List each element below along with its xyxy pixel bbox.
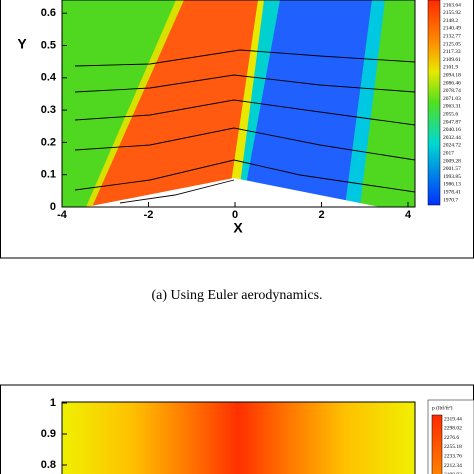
colorbar-label: 2163.64 — [443, 2, 461, 8]
colorbar-label: 2319.44 — [444, 416, 462, 422]
colorbar-label: 1978.41 — [443, 189, 461, 195]
x-tick-label: -2 — [144, 209, 154, 221]
surface-region — [86, 178, 380, 207]
colorbar-label: 2055.6 — [443, 111, 458, 117]
colorbar — [431, 414, 443, 474]
colorbar — [427, 0, 441, 206]
y-tick-label: 0.8 — [41, 459, 56, 471]
contour-band — [345, 0, 385, 207]
colorbar-label: 2017 — [443, 150, 454, 156]
colorbar-label: 1993.85 — [443, 174, 461, 180]
colorbar-label: 2190.92 — [444, 472, 462, 474]
y-tick-label: 0 — [50, 201, 56, 213]
plot-frame — [61, 401, 416, 474]
y-tick-label: 0.4 — [41, 72, 57, 84]
y-axis-label: Y — [17, 36, 27, 52]
y-tick-label: 0.1 — [41, 169, 56, 181]
colorbar-label: 2212.34 — [444, 463, 462, 469]
colorbar-label: 2132.77 — [443, 33, 461, 39]
colorbar-label: 2032.44 — [443, 135, 461, 141]
colorbar-label: 2255.18 — [444, 444, 462, 450]
y-tick-label: 0.3 — [41, 104, 56, 116]
x-axis-label: X — [233, 220, 243, 236]
colorbar-label: 2298.02 — [444, 426, 462, 432]
colorbar-label: 2117.33 — [443, 49, 461, 55]
contour-field — [62, 402, 415, 474]
colorbar-label: 2071.03 — [443, 96, 461, 102]
y-tick-label: 0.9 — [41, 428, 56, 440]
colorbar-label: 2140.49 — [443, 26, 461, 32]
colorbar-label: 2101.9 — [443, 65, 458, 71]
colorbar-label: 2109.61 — [443, 57, 461, 63]
colorbar-label: 1986.13 — [443, 182, 461, 188]
y-tick-label: 0.6 — [41, 7, 56, 19]
contour-band — [92, 0, 258, 207]
y-tick-label: 1 — [50, 397, 56, 409]
y-tick-label: 0.2 — [41, 136, 56, 148]
colorbar-label: 2125.05 — [443, 41, 461, 47]
x-tick-label: 4 — [405, 209, 412, 221]
contour-band — [246, 0, 372, 207]
colorbar-label: 2063.31 — [443, 104, 461, 110]
colorbar-title: p (lbf/ft²) — [432, 404, 453, 411]
colorbar-label: 2233.76 — [444, 453, 462, 459]
colorbar-label: 2047.87 — [443, 119, 461, 125]
colorbar-label: 2024.72 — [443, 143, 461, 149]
colorbar-label: 2001.57 — [443, 166, 461, 172]
y-tick-label: 0.5 — [41, 39, 56, 51]
colorbar-label: 2276.6 — [444, 435, 459, 441]
colorbar-label: 2155.92 — [443, 10, 461, 16]
caption: (a) Using Euler aerodynamics. — [151, 288, 322, 303]
colorbar-label: 2078.74 — [443, 88, 461, 94]
colorbar-label: 1970.7 — [443, 197, 458, 203]
x-tick-label: 2 — [318, 209, 324, 221]
colorbar-label: 2148.2 — [443, 18, 458, 24]
colorbar-label: 2086.46 — [443, 80, 461, 86]
colorbar-label: 2009.28 — [443, 158, 461, 164]
x-tick-label: -4 — [57, 209, 68, 221]
streamlines — [74, 49, 416, 204]
colorbar-label: 2094.18 — [443, 72, 461, 78]
x-tick-label: 0 — [232, 209, 238, 221]
colorbar-label: 2040.16 — [443, 127, 461, 133]
plot-frame — [61, 0, 416, 208]
